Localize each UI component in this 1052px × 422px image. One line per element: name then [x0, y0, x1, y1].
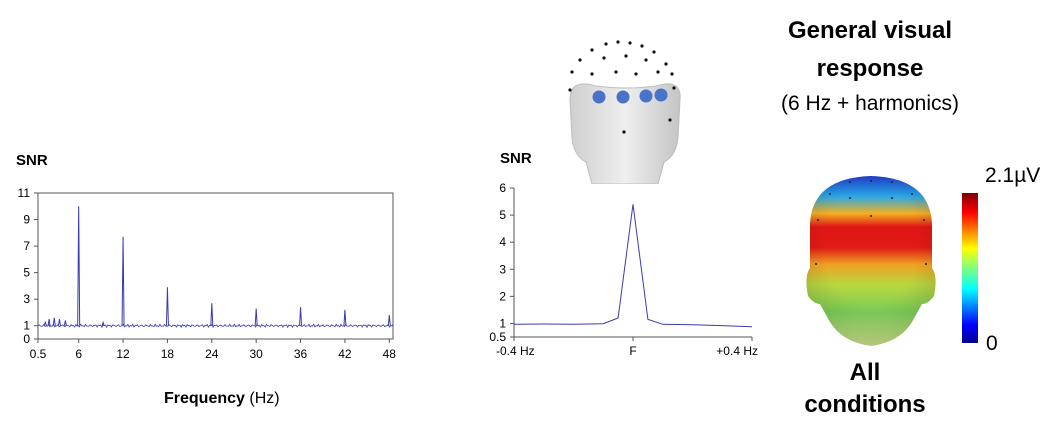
x-tick-label: 36 [294, 347, 308, 361]
x-tick-label: 42 [338, 347, 352, 361]
x-tick-label: 18 [161, 347, 175, 361]
x-tick-label: 30 [249, 347, 263, 361]
y-tick-label: 0.5 [489, 330, 506, 344]
head-shape [569, 83, 681, 184]
y-tick-label: 11 [18, 186, 31, 200]
colorbar-min-label: 0 [986, 332, 998, 355]
head-electrode-illustration [568, 40, 681, 184]
spectrum-peak [57, 319, 61, 326]
colorbar-gradient [962, 193, 978, 343]
spectrum-peak [77, 206, 81, 326]
y-tick-label: 0 [23, 332, 30, 346]
spectrum-peak [387, 315, 391, 326]
spectrum-peak [121, 236, 125, 326]
colorbar-max-label: 2.1µV [985, 164, 1041, 187]
x-tick-label: 48 [383, 347, 397, 361]
x-tick-label: 0.5 [30, 347, 47, 361]
condition-label-line1: All [849, 359, 881, 386]
y-tick-label: 5 [499, 208, 506, 222]
xlabel-unit: (Hz) [249, 390, 280, 407]
spectrum-peak [101, 320, 105, 326]
y-tick-label: 7 [23, 239, 30, 253]
x-tick-label: 6 [75, 347, 82, 361]
spectrum-peak [63, 320, 67, 326]
snr-line [513, 204, 753, 328]
y-tick-label: 4 [499, 235, 506, 249]
spectrum-peak [165, 287, 169, 326]
spectrum-peak [43, 321, 47, 326]
chart1-ylabel: SNR [16, 152, 48, 169]
x-tick-label: -0.4 Hz [496, 344, 535, 358]
y-tick-label: 3 [23, 292, 30, 306]
y-tick-label: 5 [23, 266, 30, 280]
x-tick-label: +0.4 Hz [716, 344, 758, 358]
spectrum-peak [343, 309, 347, 326]
condition-label-line2: conditions [804, 391, 926, 418]
x-tick-label: 12 [116, 347, 130, 361]
y-tick-label: 1 [499, 316, 506, 330]
subtitle: (6 Hz + harmonics) [781, 92, 959, 115]
colorbar [962, 193, 978, 343]
plot-frame [37, 192, 394, 340]
spectrum-peak [210, 303, 214, 326]
y-tick-label: 1 [23, 319, 30, 333]
x-tick-label: 24 [205, 347, 219, 361]
title-line1: General visual [787, 17, 953, 44]
spectrum-chart: 01 3 5 7 9 11 0.5 6 12 18 24 30 36 42 48 [18, 186, 397, 361]
zoom-chart: 0.51 2 3 4 5 6 -0.4 Hz F +0.4 Hz [489, 181, 758, 358]
spectrum-peak [299, 307, 303, 326]
y-tick-label: 2 [499, 289, 506, 303]
y-tick-label: 6 [499, 181, 506, 195]
x-tick-label: F [629, 344, 636, 358]
spectrum-peak [47, 319, 51, 326]
topographic-map [806, 176, 936, 346]
baseline-trace [37, 323, 394, 329]
chart2-ylabel: SNR [500, 150, 532, 167]
spectrum-peak [52, 317, 56, 326]
chart1-xlabel: Frequency (Hz) [164, 390, 280, 408]
spectrum-peak [254, 308, 258, 326]
title-line2: response [816, 55, 924, 82]
y-tick-label: 3 [499, 262, 506, 276]
y-tick-label: 9 [23, 213, 30, 227]
xlabel-main: Frequency [164, 390, 245, 407]
